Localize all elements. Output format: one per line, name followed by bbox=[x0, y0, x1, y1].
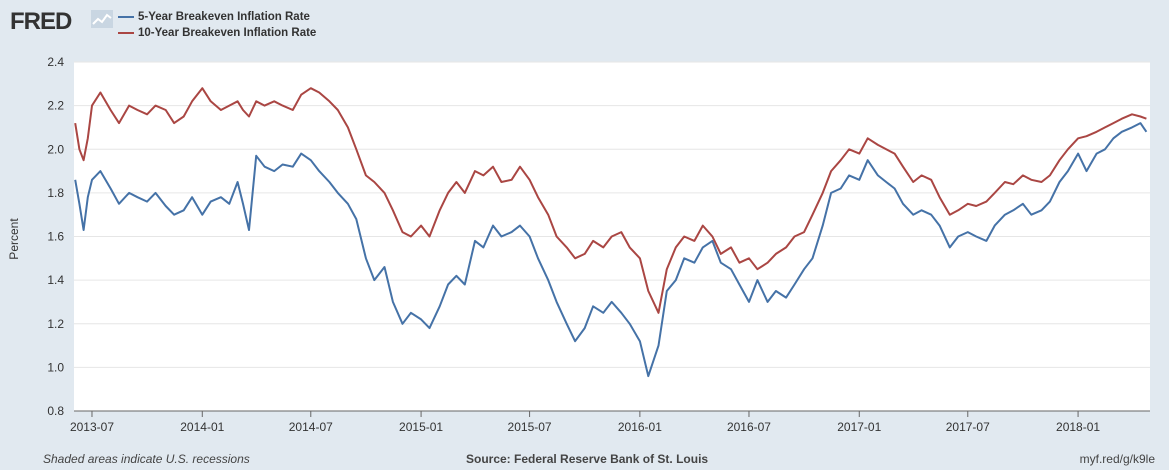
chart-legend: 5-Year Breakeven Inflation Rate 10-Year … bbox=[118, 9, 316, 41]
y-tick-label: 2.4 bbox=[47, 55, 64, 69]
short-url-link[interactable]: myf.red/g/k9le bbox=[1079, 452, 1155, 466]
series-line-5yr[interactable] bbox=[74, 122, 1148, 378]
y-tick-label: 1.8 bbox=[47, 186, 64, 200]
x-tick-label: 2015-01 bbox=[399, 420, 443, 434]
x-tick-label: 2017-07 bbox=[946, 420, 990, 434]
y-tick-label: 1.4 bbox=[47, 273, 64, 287]
x-tick-label: 2018-01 bbox=[1056, 420, 1100, 434]
line-chart[interactable]: 0.8 1.0 1.2 1.4 1.6 1.8 2.0 2.2 2.4 2013-07 2014-… bbox=[0, 0, 1169, 451]
y-tick-label: 2.2 bbox=[47, 99, 64, 113]
legend-swatch-5yr bbox=[118, 16, 134, 18]
fred-logo[interactable]: FRED bbox=[10, 8, 72, 35]
x-axis-ticks: 2013-07 2014-01 2014-07 2015-01 2015-07 2016-… bbox=[70, 410, 1150, 434]
x-tick-label: 2014-01 bbox=[180, 420, 224, 434]
legend-swatch-10yr bbox=[118, 32, 134, 34]
y-tick-label: 1.2 bbox=[47, 317, 64, 331]
legend-label-5yr: 5-Year Breakeven Inflation Rate bbox=[138, 11, 310, 23]
legend-item-5yr[interactable]: 5-Year Breakeven Inflation Rate bbox=[118, 9, 316, 25]
y-tick-label: 1.0 bbox=[47, 360, 64, 374]
x-tick-label: 2016-01 bbox=[618, 420, 662, 434]
x-tick-label: 2013-07 bbox=[70, 420, 114, 434]
y-tick-label: 2.0 bbox=[47, 142, 64, 156]
x-tick-label: 2017-01 bbox=[837, 420, 881, 434]
series-lines bbox=[74, 87, 1148, 378]
x-tick-label: 2014-07 bbox=[289, 420, 333, 434]
line-chart-icon bbox=[91, 10, 113, 28]
series-line-10yr[interactable] bbox=[74, 87, 1147, 314]
legend-item-10yr[interactable]: 10-Year Breakeven Inflation Rate bbox=[118, 25, 316, 41]
source-credit[interactable]: Source: Federal Reserve Bank of St. Loui… bbox=[466, 452, 709, 466]
y-axis-ticks: 0.8 1.0 1.2 1.4 1.6 1.8 2.0 2.2 2.4 bbox=[47, 55, 64, 418]
chart-footer: Shaded areas indicate U.S. recessions So… bbox=[0, 451, 1169, 470]
recessions-note: Shaded areas indicate U.S. recessions bbox=[43, 452, 250, 466]
chart-header: FRED 5-Year Breakeven Inflation Rate 10-… bbox=[0, 0, 1169, 48]
y-tick-label: 1.6 bbox=[47, 230, 64, 244]
y-tick-label: 0.8 bbox=[47, 404, 64, 418]
x-tick-label: 2016-07 bbox=[727, 420, 771, 434]
legend-label-10yr: 10-Year Breakeven Inflation Rate bbox=[138, 27, 317, 39]
x-tick-label: 2015-07 bbox=[508, 420, 552, 434]
